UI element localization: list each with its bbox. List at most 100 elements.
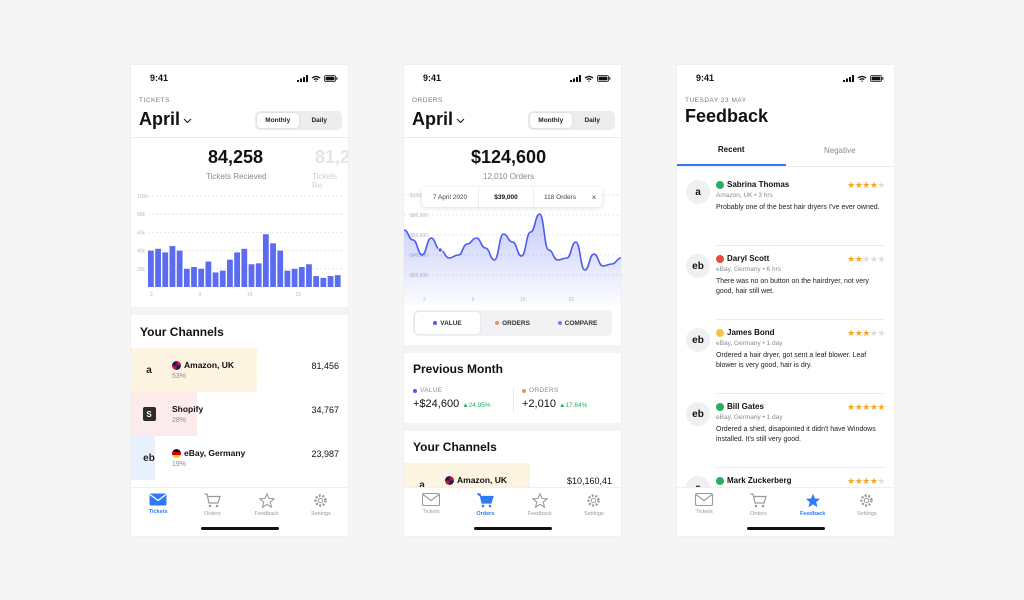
- battery-icon: [870, 74, 884, 82]
- bar: [320, 277, 327, 287]
- sentiment-icon: [716, 328, 724, 337]
- highlight-point[interactable]: [437, 247, 443, 253]
- x-tick-label: 9: [199, 292, 202, 298]
- tab-bar: Tickets Orders Feedback Settings: [131, 487, 348, 536]
- close-icon[interactable]: ×: [591, 192, 597, 202]
- rating-star-icon: ★: [877, 180, 885, 190]
- legend-compare[interactable]: COMPARE: [545, 312, 610, 334]
- tab-orders[interactable]: Orders: [731, 488, 785, 536]
- channel-value: 34,767: [311, 405, 339, 415]
- status-icons: [843, 74, 884, 82]
- ebay-logo: eb: [143, 452, 155, 464]
- tab-settings[interactable]: Settings: [294, 488, 348, 536]
- channel-row[interactable]: S Shopify 28% 34,767: [131, 392, 348, 436]
- tickets-next-label: Tickets Re: [312, 172, 338, 190]
- store-avatar: eb: [686, 328, 710, 352]
- monthly-option[interactable]: Monthly: [257, 113, 299, 128]
- bar: [248, 264, 255, 287]
- legend-orders[interactable]: ORDERS: [480, 312, 545, 334]
- star-rating: ★★★★★: [847, 328, 885, 339]
- previous-month-title: Previous Month: [413, 362, 504, 376]
- tab-negative[interactable]: Negative: [823, 146, 856, 155]
- rating-star-icon: ★: [862, 328, 870, 338]
- review-item[interactable]: eb James Bond eBay, Germany • 1 day Ordered…: [677, 320, 894, 394]
- compare-dot-icon: [557, 321, 562, 325]
- bar: [327, 276, 334, 287]
- status-icons: [570, 74, 611, 82]
- tab-feedback[interactable]: Feedback: [513, 488, 567, 536]
- legend-value[interactable]: VALUE: [415, 312, 480, 334]
- channel-row[interactable]: a Amazon, UK 53% 81,456: [131, 348, 348, 392]
- monthly-option[interactable]: Monthly: [530, 113, 572, 128]
- divider: [404, 345, 621, 353]
- divider: [716, 467, 885, 468]
- channels-title: Your Channels: [413, 440, 497, 454]
- y-tick-label: 80k: [137, 212, 146, 218]
- tab-settings[interactable]: Settings: [840, 488, 894, 536]
- feedback-screen: 9:41 TUESDAY 23 MAY Feedback Recent Nega…: [677, 65, 894, 536]
- channel-value: $10,160,41: [566, 476, 612, 486]
- channel-name: Amazon, UK: [445, 475, 507, 485]
- daily-option[interactable]: Daily: [311, 117, 328, 124]
- tab-orders[interactable]: Orders: [458, 488, 512, 536]
- gear-icon: [587, 494, 601, 507]
- tab-tickets[interactable]: Tickets: [131, 488, 185, 536]
- bar: [205, 261, 212, 287]
- channel-row[interactable]: eb eBay, Germany 19% 23,987: [131, 436, 348, 480]
- prev-orders: +2,010 ▲17.64%: [522, 398, 588, 410]
- prev-value-change: ▲24.95%: [462, 402, 491, 409]
- x-tick-label: 23: [296, 292, 302, 298]
- tab-orders[interactable]: Orders: [185, 488, 239, 536]
- value-dot-icon: [433, 321, 438, 325]
- reviewer-name: Bill Gates: [716, 402, 764, 411]
- bar: [198, 268, 205, 287]
- germany-flag-icon: [172, 448, 181, 458]
- battery-icon: [597, 74, 611, 82]
- divider: [404, 423, 621, 431]
- rating-star-icon: ★: [854, 328, 863, 338]
- divider: [716, 245, 885, 246]
- month-selector[interactable]: April: [139, 109, 192, 130]
- area-fill: [404, 214, 621, 305]
- tab-feedback[interactable]: Feedback: [786, 488, 840, 536]
- rating-star-icon: ★: [847, 402, 855, 412]
- daily-option[interactable]: Daily: [584, 117, 601, 124]
- tab-recent[interactable]: Recent: [677, 135, 786, 166]
- uk-flag-icon: [172, 360, 181, 370]
- divider: [716, 393, 885, 394]
- channels-title: Your Channels: [140, 325, 224, 339]
- y-tick-label: $100: [410, 193, 421, 199]
- review-item[interactable]: eb Bill Gates eBay, Germany • 1 day Ordered…: [677, 394, 894, 468]
- x-tick-label: 16: [247, 292, 253, 298]
- rating-star-icon: ★: [854, 180, 863, 190]
- bar: [155, 248, 161, 287]
- sentiment-icon: [716, 402, 724, 411]
- y-tick-label: 100k: [137, 194, 148, 200]
- review-text: Ordered a shed, disapointed it didn't ha…: [716, 426, 876, 443]
- chevron-down-icon: [456, 118, 465, 123]
- mail-icon: [695, 493, 714, 506]
- tab-feedback[interactable]: Feedback: [240, 488, 294, 536]
- bar: [255, 263, 262, 287]
- star-rating: ★★★★★: [847, 180, 885, 191]
- home-indicator: [200, 527, 279, 530]
- review-item[interactable]: a Sabrina Thomas Amazon, UK • 3 hrs Probabl…: [677, 172, 894, 246]
- period-toggle: Monthly Daily: [255, 111, 342, 130]
- y-tick-label: 40k: [137, 249, 146, 255]
- tab-settings[interactable]: Settings: [567, 488, 621, 536]
- status-bar: 9:41: [677, 65, 894, 91]
- channel-value: 81,456: [311, 361, 339, 371]
- review-item[interactable]: eb Daryl Scott eBay, Germany • 6 hrs There …: [677, 246, 894, 320]
- orders-total-value: $124,600: [471, 147, 547, 167]
- tab-tickets[interactable]: Tickets: [404, 488, 458, 536]
- tab-tickets[interactable]: Tickets: [677, 488, 731, 536]
- rating-star-icon: ★: [854, 254, 863, 264]
- x-tick-label: 2: [150, 292, 153, 298]
- channel-name: Shopify: [172, 404, 204, 414]
- month-selector[interactable]: April: [412, 109, 465, 130]
- review-meta: Amazon, UK • 3 hrs: [716, 192, 773, 199]
- star-icon: [531, 493, 548, 508]
- tickets-screen: 9:41 TICKETS April Monthly Daily 84,258 …: [131, 65, 348, 536]
- star-rating: ★★★★★: [847, 402, 885, 413]
- rating-star-icon: ★: [862, 402, 870, 412]
